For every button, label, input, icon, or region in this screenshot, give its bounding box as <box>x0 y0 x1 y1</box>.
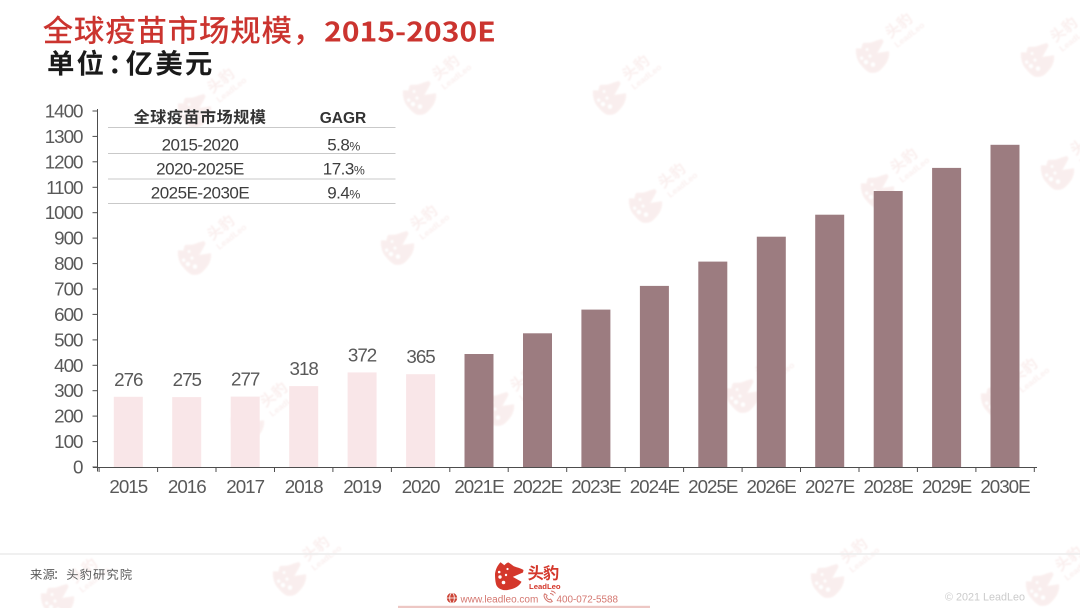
svg-text:300: 300 <box>54 380 83 401</box>
svg-text:www.leadleo.com: www.leadleo.com <box>460 595 539 606</box>
svg-text:0: 0 <box>73 457 83 478</box>
svg-text:500: 500 <box>54 329 83 350</box>
svg-text:2026E: 2026E <box>747 476 797 497</box>
svg-text:5.8%: 5.8% <box>327 135 360 154</box>
svg-text:2025E-2030E: 2025E-2030E <box>151 184 250 203</box>
svg-text:2021E: 2021E <box>454 476 504 497</box>
svg-text:2015-2020: 2015-2020 <box>162 135 239 154</box>
svg-text:2023E: 2023E <box>571 476 621 497</box>
svg-text:400-072-5588: 400-072-5588 <box>557 595 619 606</box>
svg-text:2030E: 2030E <box>980 476 1030 497</box>
svg-text:2020: 2020 <box>402 476 440 497</box>
svg-text:1400: 1400 <box>45 101 83 122</box>
svg-text:1100: 1100 <box>46 177 83 198</box>
svg-text:400: 400 <box>54 355 83 376</box>
svg-text:2025E: 2025E <box>688 476 738 497</box>
svg-text:9.4%: 9.4% <box>327 184 360 203</box>
svg-text:800: 800 <box>54 253 83 274</box>
svg-text:1300: 1300 <box>45 126 83 147</box>
svg-text:277: 277 <box>231 369 260 390</box>
svg-text:2024E: 2024E <box>630 476 680 497</box>
svg-text:2016: 2016 <box>168 476 206 497</box>
svg-text:2029E: 2029E <box>922 476 972 497</box>
svg-text:2027E: 2027E <box>805 476 855 497</box>
svg-text:LeadLeo: LeadLeo <box>529 582 561 591</box>
svg-text:276: 276 <box>114 369 143 390</box>
svg-text:GAGR: GAGR <box>320 110 367 127</box>
svg-text:17.3%: 17.3% <box>323 159 365 178</box>
svg-text:2020-2025E: 2020-2025E <box>156 159 244 178</box>
svg-text:2018: 2018 <box>285 476 323 497</box>
svg-text:900: 900 <box>54 228 83 249</box>
svg-text:100: 100 <box>54 431 83 452</box>
svg-text:2015: 2015 <box>109 476 147 497</box>
svg-text:1200: 1200 <box>45 151 83 172</box>
svg-text:365: 365 <box>406 346 435 367</box>
svg-text:200: 200 <box>54 406 83 427</box>
svg-text:600: 600 <box>54 304 83 325</box>
svg-text:2028E: 2028E <box>864 476 914 497</box>
svg-text:2022E: 2022E <box>513 476 563 497</box>
svg-text:318: 318 <box>290 358 319 379</box>
svg-text:2019: 2019 <box>343 476 381 497</box>
svg-text:372: 372 <box>348 344 377 365</box>
svg-text:275: 275 <box>173 369 202 390</box>
svg-text:© 2021 LeadLeo: © 2021 LeadLeo <box>945 592 1025 604</box>
svg-text:2017: 2017 <box>226 476 264 497</box>
svg-text:1000: 1000 <box>45 202 83 223</box>
svg-text:700: 700 <box>54 279 83 300</box>
